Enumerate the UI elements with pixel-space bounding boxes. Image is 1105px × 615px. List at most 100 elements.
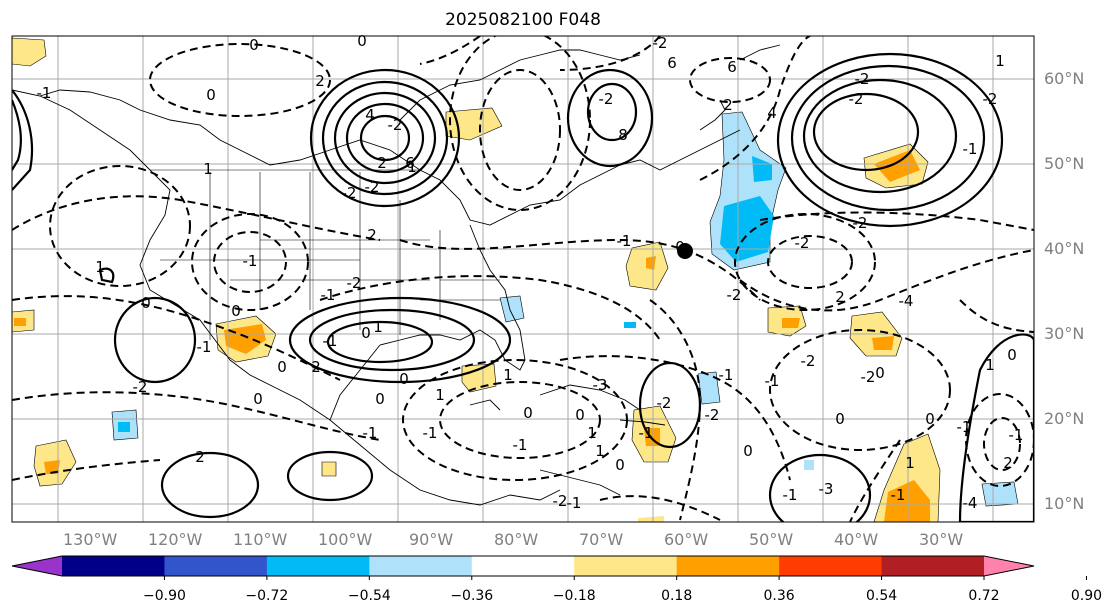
lat-label-10: 10°N [1044,494,1084,513]
contour-label: -2 [727,286,742,304]
colorbar-swatch [266,556,370,576]
longitude-labels: 130°W 120°W 110°W 100°W 90°W 80°W 70°W 6… [63,530,963,549]
lat-label-40: 40°N [1044,239,1084,258]
contour-label: 2 [377,154,387,172]
contour-label: 1 [595,442,605,460]
negative-anomaly-region [499,295,525,323]
contour-label: 6 [667,54,677,72]
colorbar-tick-label: 0.72 [968,588,999,604]
colorbar-tick-label: −0.90 [143,588,186,604]
contour-label: -2 [855,70,870,88]
contour-label: -2 [657,394,672,412]
colorbar-ticks: −0.90 −0.72 −0.54 −0.36 −0.18 0.18 0.36 0.54 0.7… [143,576,1102,604]
colorbar-swatch [779,556,883,576]
contour-label: 0 [361,324,371,342]
storm-center-marker [677,243,693,259]
contour-label: -2 [983,90,998,108]
colorbar-tick-label: 0.36 [764,588,795,604]
colorbar-tick-label: −0.36 [450,588,493,604]
colorbar-swatch [164,556,268,576]
colorbar-swatch [471,556,575,576]
lon-label-50w: 50°W [749,530,793,549]
contour-label: 1 [95,258,105,276]
contour-label: -2 [849,90,864,108]
contour-label: -2 [553,492,568,510]
contour-label: -1 [957,418,972,436]
contour-label: -3 [593,376,608,394]
contour-label: 0 [835,410,845,428]
contour-label: -1 [719,366,734,384]
lat-label-30: 30°N [1044,324,1084,343]
contour-label: -2 [795,234,810,252]
contour-label: 0 [675,238,685,256]
contour-label: 0 [141,294,151,312]
high-pressure-center [776,52,1004,228]
contour-label: -2 [801,352,816,370]
lon-label-110w: 110°W [233,530,288,549]
lon-label-80w: 80°W [494,530,538,549]
lon-label-30w: 30°W [919,530,963,549]
colorbar-outline [11,555,1035,577]
lon-label-40w: 40°W [834,530,878,549]
contour-label: -1 [513,436,528,454]
contour-label: -3 [819,480,834,498]
negative-anomaly-region [981,481,1019,507]
contour-label: -1 [783,486,798,504]
negative-anomaly-region [697,371,721,405]
colorbar-swatch [369,556,473,576]
latitude-labels: 60°N 50°N 40°N 30°N 20°N 10°N [1044,69,1084,513]
contour-label: 0 [357,32,367,50]
contour-label: -2 [599,90,614,108]
contour-label: 0 [277,358,287,376]
colorbar-tick-label: −0.72 [245,588,288,604]
contour-label: 1 [503,366,513,384]
contour-label: -2 [861,368,876,386]
map-border [11,35,1035,523]
contour-label: 0 [743,442,753,460]
contour-label: -1 [363,424,378,442]
contour-label: 2 [367,226,377,244]
lat-label-20: 20°N [1044,409,1084,428]
contour-label: 2 [311,358,321,376]
contour-label: -1 [567,494,582,512]
contour-label: 0 [399,370,409,388]
colorbar-tick-label: 0.90 [1071,588,1102,604]
contour-label: 1 [435,386,445,404]
contour-label: 1 [203,160,213,178]
lon-label-100w: 100°W [318,530,373,549]
contour-label: 0 [375,390,385,408]
contour-label: 0 [925,410,935,428]
gridlines [12,36,1034,522]
contour-label: -1 [617,232,632,250]
colorbar-tick-label: 0.54 [866,588,897,604]
contour-label: 6 [727,58,737,76]
contour-labels: 00-1 021 2 14-2-26-2-2862-264-2-2-11-2-2-22… [37,32,1024,512]
colorbar-swatch [676,556,780,576]
state-borders [150,169,500,340]
contour-label: -4 [963,494,978,512]
colorbar-swatch [574,556,678,576]
contour-label: -1 [197,338,212,356]
dashed-contours [12,36,1034,522]
contour-label: 1 [587,424,597,442]
contour-label: 6 [405,154,415,172]
colorbar-swatch [62,556,165,576]
contour-label: -2 [347,274,362,292]
colorbar-extend-min [12,556,62,576]
contour-label: -2 [342,184,357,202]
contour-label: -2 [365,178,380,196]
contour-label: 1 [985,356,995,374]
lat-label-50: 50°N [1044,154,1084,173]
contour-label: -1 [1009,426,1024,444]
contour-label: 1 [995,52,1005,70]
contour-label: -2 [653,34,668,52]
contour-label: -1 [639,424,654,442]
contour-label: 0 [231,302,241,320]
contour-label: 2 [315,72,325,90]
lon-label-90w: 90°W [409,530,453,549]
contour-label: 2 [723,96,733,114]
contour-label: 1 [407,158,417,176]
contour-label: 4 [365,106,375,124]
map-area [12,36,1034,522]
colorbar-tick-label: −0.54 [348,588,391,604]
